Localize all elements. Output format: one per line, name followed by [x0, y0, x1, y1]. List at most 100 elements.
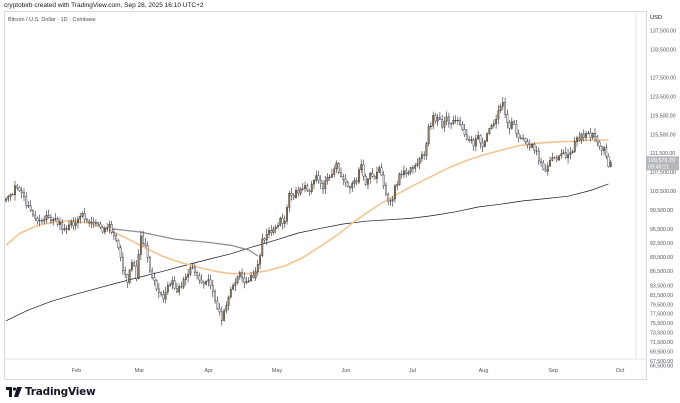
candle-body — [7, 196, 10, 200]
candle-body — [268, 230, 270, 235]
price-tick-label: 71,500.00 — [650, 340, 673, 346]
candle-body — [562, 152, 565, 155]
candle-body — [41, 220, 43, 222]
candle-body — [326, 177, 329, 182]
candle-body — [468, 139, 471, 141]
candle-body — [236, 276, 239, 284]
candle-body — [331, 174, 333, 178]
candle-body — [483, 140, 486, 147]
candle-body — [90, 221, 93, 224]
chart-credit: cryptobirb created with TradingView.com,… — [4, 2, 204, 9]
candle-body — [209, 279, 212, 286]
candle-body — [580, 133, 583, 141]
candle-body — [537, 150, 540, 162]
candle-body — [232, 285, 234, 290]
candle-body — [153, 277, 156, 281]
candle-body — [61, 222, 64, 231]
candle-body — [450, 123, 453, 125]
candle-body — [337, 162, 340, 173]
price-tick-label: 77,500.00 — [650, 312, 673, 318]
candle-body — [101, 226, 104, 233]
candle-body — [492, 123, 495, 126]
candle-body — [128, 269, 131, 283]
month-tick-label: Mar — [135, 368, 145, 374]
month-tick-label: May — [272, 368, 283, 374]
price-tick-label: 115,500.00 — [650, 132, 676, 138]
candle-body — [412, 167, 414, 169]
candle-body — [474, 138, 477, 147]
candle-body — [573, 141, 576, 152]
candle-body — [124, 270, 127, 275]
candle-body — [528, 144, 531, 148]
price-tick-label: 75,500.00 — [650, 321, 673, 327]
candle-body — [173, 280, 176, 289]
candle-body — [551, 157, 554, 161]
candle-body — [277, 225, 279, 228]
candle-body — [225, 305, 228, 312]
candle-body — [238, 272, 241, 278]
candle-body — [391, 198, 394, 201]
candle-body — [510, 121, 513, 129]
candle-body — [439, 117, 441, 120]
candle-body — [81, 213, 84, 217]
price-tick-label: 123,500.00 — [650, 95, 676, 101]
candle-body — [407, 171, 410, 175]
candle-body — [470, 139, 473, 141]
candle-body — [432, 115, 435, 127]
tradingview-logo[interactable]: TradingView — [6, 385, 96, 399]
candle-body — [254, 271, 257, 279]
price-tick-label: 89,500.00 — [650, 255, 673, 261]
candle-body — [349, 186, 351, 189]
candle-body — [445, 116, 448, 122]
candle-body — [38, 220, 41, 222]
tradingview-logo-text: TradingView — [25, 386, 96, 398]
candle-body — [180, 286, 183, 288]
candle-body — [25, 196, 28, 206]
candle-body — [301, 188, 304, 190]
candle-body — [223, 310, 225, 321]
candle-body — [456, 119, 459, 122]
candle-body — [513, 121, 515, 125]
candle-body — [596, 136, 599, 143]
candle-body — [576, 137, 578, 142]
candle-body — [522, 137, 524, 139]
candle-body — [29, 205, 32, 212]
candle-body — [137, 254, 140, 279]
candle-body — [585, 133, 587, 138]
candle-body — [279, 218, 282, 226]
candle-body — [218, 308, 221, 313]
candle-body — [297, 190, 300, 194]
candle-body — [211, 285, 214, 292]
candle-body — [157, 288, 160, 293]
candle-body — [139, 235, 142, 255]
candle-body — [515, 124, 518, 134]
candle-body — [122, 257, 124, 271]
candle-body — [169, 284, 172, 286]
candle-body — [70, 221, 73, 226]
candle-body — [56, 218, 59, 225]
candle-body — [77, 218, 79, 224]
candle-body — [45, 215, 48, 220]
candle-body — [477, 135, 480, 139]
candle-body — [256, 263, 259, 272]
long-moving-average-line — [5, 183, 609, 322]
candle-body — [567, 154, 569, 158]
candle-body — [549, 160, 551, 167]
price-tick-label: 69,500.00 — [650, 349, 673, 355]
candle-body — [182, 279, 185, 288]
candle-body — [313, 180, 315, 185]
price-tick-label: 133,500.00 — [650, 47, 676, 53]
candle-body — [418, 158, 421, 164]
candle-body — [216, 300, 219, 310]
candle-body — [283, 220, 286, 224]
candle-body — [461, 124, 464, 130]
candle-body — [171, 280, 174, 285]
candle-body — [416, 163, 419, 166]
candle-body — [322, 183, 324, 190]
candle-body — [261, 238, 264, 256]
candle-body — [117, 239, 120, 248]
candle-body — [36, 217, 39, 222]
candle-body — [308, 190, 311, 192]
candle-body — [369, 173, 372, 180]
